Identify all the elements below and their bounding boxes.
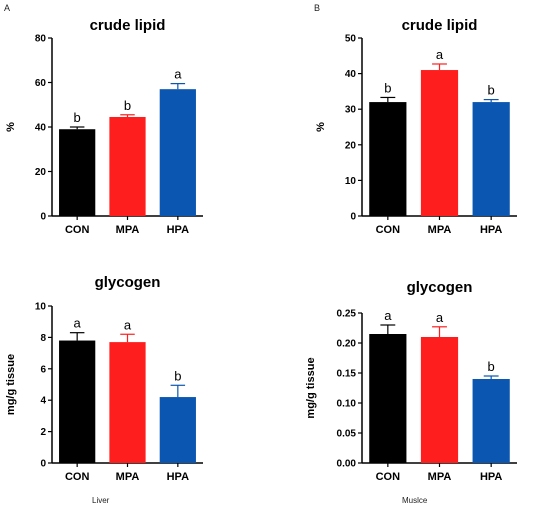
significance-letter: b — [74, 110, 81, 125]
bar-con — [59, 129, 96, 216]
caption-liver: Liver — [92, 496, 110, 505]
y-tick-label: 10 — [35, 302, 47, 313]
y-axis-label: % — [315, 122, 327, 132]
y-tick-label: 0 — [40, 459, 46, 470]
significance-letter: a — [436, 310, 444, 325]
x-tick-label: CON — [376, 224, 401, 236]
y-tick-label: 4 — [40, 396, 46, 407]
bar-mpa — [420, 337, 459, 463]
significance-letter: a — [74, 316, 82, 331]
y-tick-label: 0.10 — [337, 399, 357, 410]
y-tick-label: 0.05 — [337, 429, 357, 440]
y-axis-label: mg/g tissue — [5, 354, 17, 415]
x-tick-label: HPA — [480, 224, 502, 236]
significance-letter: a — [436, 47, 444, 62]
bar-con — [59, 340, 96, 463]
x-tick-label: CON — [65, 471, 90, 483]
y-tick-label: 50 — [345, 34, 357, 45]
y-tick-label: 0.15 — [337, 369, 357, 380]
x-tick-label: MPA — [428, 224, 452, 236]
x-tick-label: MPA — [116, 224, 140, 236]
y-tick-label: 10 — [345, 176, 357, 187]
bar-mpa — [420, 70, 459, 216]
significance-letter: b — [488, 359, 495, 374]
chart-liver-lipid: crude lipid% 0 20 40 60 80 b CON b MPA a HPA — [5, 17, 203, 236]
caption-muscle: Muslce — [402, 496, 428, 505]
y-tick-label: 0 — [40, 212, 46, 223]
y-axis-label: % — [5, 122, 17, 132]
y-tick-label: 0.25 — [337, 309, 357, 320]
y-tick-label: 40 — [35, 123, 47, 134]
y-tick-label: 0 — [350, 212, 356, 223]
y-tick-label: 0.20 — [337, 339, 357, 350]
x-tick-label: HPA — [167, 471, 189, 483]
bar-hpa — [159, 397, 196, 463]
y-tick-label: 2 — [40, 427, 46, 438]
significance-letter: a — [384, 308, 392, 323]
panel-label-b: B — [314, 3, 321, 13]
bar-con — [369, 102, 407, 216]
y-tick-label: 30 — [345, 105, 357, 116]
y-tick-label: 6 — [40, 364, 46, 375]
y-axis-label: mg/g tissue — [305, 357, 317, 418]
chart-title: crude lipid — [402, 17, 478, 34]
y-tick-label: 20 — [35, 167, 47, 178]
x-tick-label: HPA — [480, 471, 502, 483]
x-tick-label: MPA — [428, 471, 452, 483]
x-tick-label: MPA — [116, 471, 140, 483]
significance-letter: a — [124, 317, 132, 332]
significance-letter: b — [174, 368, 181, 383]
bar-mpa — [109, 116, 146, 216]
bar-hpa — [472, 379, 510, 463]
x-tick-label: CON — [65, 224, 90, 236]
panel-label-a: A — [4, 3, 11, 13]
y-tick-label: 40 — [345, 69, 357, 80]
significance-letter: b — [124, 98, 131, 113]
y-tick-label: 8 — [40, 333, 46, 344]
significance-letter: a — [174, 67, 182, 82]
chart-title: crude lipid — [90, 17, 166, 34]
y-tick-label: 0.00 — [337, 459, 357, 470]
y-tick-label: 60 — [35, 78, 47, 89]
x-tick-label: HPA — [167, 224, 189, 236]
y-tick-label: 20 — [345, 140, 357, 151]
bar-mpa — [109, 342, 146, 463]
chart-title: glycogen — [95, 274, 161, 291]
significance-letter: b — [384, 80, 391, 95]
bar-hpa — [472, 102, 510, 216]
bar-hpa — [159, 89, 196, 216]
significance-letter: b — [488, 83, 495, 98]
x-tick-label: CON — [376, 471, 401, 483]
y-tick-label: 80 — [35, 34, 47, 45]
chart-muscle-lipid: crude lipid% 0 10 20 30 40 50 b CON a MPA b HPA — [315, 17, 517, 236]
chart-liver-glycogen: glycogen mg/g tissue 0 2 4 6 8 10 a CON a MPA b HPA — [5, 274, 203, 483]
chart-title: glycogen — [407, 279, 473, 296]
bar-con — [369, 334, 407, 463]
chart-muscle-glycogen: glycogen mg/g tissue 0.00 0.05 0.10 0.15 0.20 0… — [305, 279, 517, 483]
